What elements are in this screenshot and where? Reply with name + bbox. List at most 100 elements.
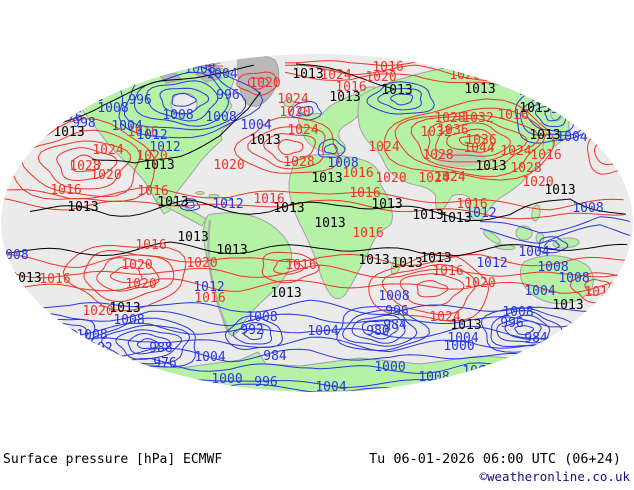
isobar-ring-high <box>394 107 546 177</box>
pressure-label: 1024 <box>287 123 318 138</box>
isobar-belt-high <box>1 253 625 268</box>
pressure-label: 1020 <box>365 70 396 85</box>
pressure-label: 1016 <box>530 148 561 163</box>
isobar-ring-low <box>366 81 435 115</box>
pressure-label: 1016 <box>127 125 158 140</box>
pressure-label: 1016 <box>137 184 168 199</box>
pressure-label: 1028 <box>69 159 100 174</box>
isobar-ring-low <box>171 92 197 107</box>
isobar-ring-low <box>115 329 182 360</box>
madagascar <box>390 256 402 276</box>
pressure-label: 1024 <box>418 171 449 186</box>
isobar-belt-low <box>1 333 624 353</box>
pressure-label: 1004 <box>524 284 555 299</box>
pressure-label: 1024 <box>500 144 531 159</box>
pressure-label: 1013 <box>157 195 188 210</box>
pressure-label: 1013 <box>475 159 506 174</box>
isobar-ring-low <box>496 314 551 344</box>
pressure-label: 996 <box>385 304 408 319</box>
pressure-label: 1016 <box>50 183 81 198</box>
pressure-label: 984 <box>383 318 407 333</box>
isobar-ring-high <box>96 257 160 292</box>
hudson-bay <box>170 92 198 116</box>
isobar-ring-low <box>127 332 171 355</box>
pressure-label: 1016 <box>285 258 316 273</box>
isobar-belt-ref <box>1 241 628 257</box>
pressure-label: 1004 <box>307 324 338 339</box>
isobar-ring-high <box>410 114 540 171</box>
pressure-label: 1036 <box>465 133 496 148</box>
isobar-ring-high <box>233 116 340 174</box>
isobar-ring-low <box>538 236 569 254</box>
iceland <box>283 99 295 107</box>
isobar-ring-high <box>56 147 118 182</box>
pressure-label: 1008 <box>113 313 144 328</box>
pressure-label: 1013 <box>109 301 140 316</box>
pressure-label: 1008 <box>572 201 603 216</box>
isobar-ring-high <box>37 140 131 190</box>
isobar-belt-high <box>1 278 625 294</box>
pressure-label: 1000 <box>374 360 405 375</box>
pressure-label: 1024 <box>368 140 399 155</box>
pressure-label: 1020 <box>213 158 244 173</box>
pressure-label: 1016 <box>39 272 70 287</box>
isobar-ring-high <box>368 252 490 322</box>
pressure-label: 1028 <box>510 161 541 176</box>
isobar-ring-high <box>427 117 528 163</box>
pressure-label: 996 <box>500 316 523 331</box>
pressure-label: 1016 <box>194 291 225 306</box>
pressure-label: 1004 <box>518 245 549 260</box>
isobar-ring-high <box>261 251 320 284</box>
pressure-label: 1020 <box>82 304 113 319</box>
pressure-label: 1024 <box>320 68 351 83</box>
pressure-label: 1012 <box>476 256 507 271</box>
pressure-label: 1024 <box>429 310 460 325</box>
isobar-ring-low <box>134 71 229 127</box>
isobar-ring-low <box>323 143 338 155</box>
pressure-label: 1028 <box>434 111 465 126</box>
isobar-ring-low <box>390 93 414 106</box>
isobar-ring-low <box>317 138 346 158</box>
pressure-label: 1013 <box>544 183 575 198</box>
pressure-label: 1013 <box>358 253 389 268</box>
pressure-label: 1012 <box>465 206 496 221</box>
isobar-ring-high <box>109 266 143 284</box>
isobar-belt-ref <box>295 63 393 89</box>
pressure-label: 984 <box>263 349 287 364</box>
pressure-label: 1020 <box>186 256 217 271</box>
pressure-label: 1013 <box>529 128 560 143</box>
isobar-ring-low <box>179 198 200 212</box>
map-title: Surface pressure [hPa] ECMWF <box>3 452 223 467</box>
isobar-belt-high <box>284 71 538 97</box>
pressure-label: 1008 <box>205 110 236 125</box>
caption-bar: Surface pressure [hPa] ECMWF Tu 06-01-20… <box>0 448 634 468</box>
pressure-label: 1004 <box>206 67 237 82</box>
isobar-ring-high <box>399 273 465 307</box>
pressure-label: 996 <box>254 375 277 390</box>
map-svg: 1013996100897699810041016102410281020101… <box>1 54 633 392</box>
pressure-label: 1016 <box>372 60 403 75</box>
pressure-label: 1013 <box>440 211 471 226</box>
isobar-ring-high <box>446 128 496 153</box>
pressure-label: 1004 <box>240 118 271 133</box>
pressure-label: 1004 <box>556 130 587 145</box>
pressure-label: 992 <box>240 323 263 338</box>
isobar-belt-high <box>1 264 625 279</box>
isobars-and-labels: 1013996100897699810041016102410281020101… <box>1 54 633 392</box>
pressure-label: 1024 <box>92 143 123 158</box>
pressure-label: 1020 <box>121 258 152 273</box>
continent-africa <box>288 153 393 300</box>
credit-link[interactable]: ©weatheronline.co.uk <box>479 469 630 484</box>
world-pressure-map: 1013996100897699810041016102410281020101… <box>1 54 633 392</box>
pressure-label: 1012 <box>212 197 243 212</box>
isobar-belt-high <box>1 186 624 211</box>
isobar-ring-high <box>62 244 187 312</box>
isobar-belt-low <box>1 310 624 328</box>
isobar-ring-low <box>371 324 391 335</box>
pressure-label: 976 <box>153 356 176 371</box>
tibet-highlands <box>434 149 486 167</box>
andes-ridge <box>207 219 232 335</box>
isobar-ring-high <box>263 133 317 164</box>
isobar-ring-low <box>377 88 422 111</box>
isobar-belt-low <box>479 224 630 245</box>
